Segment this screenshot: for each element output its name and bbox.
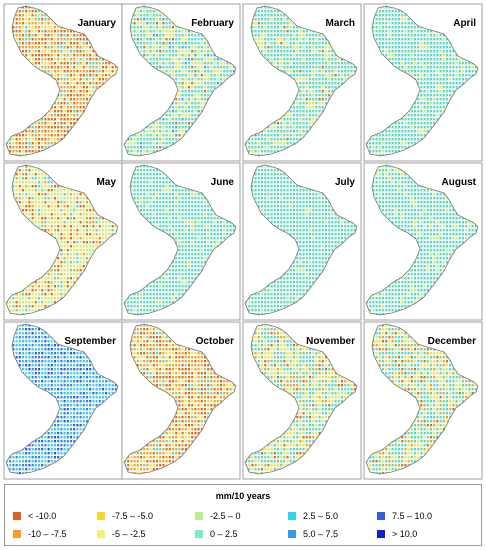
coastline: [5, 5, 119, 157]
map-panel-january: January: [3, 3, 123, 162]
legend-swatch: [195, 512, 203, 520]
coastline: [244, 164, 358, 316]
legend-label: -2.5 – 0: [210, 511, 241, 521]
panel-title: October: [196, 336, 234, 347]
legend-item: 2.5 – 5.0: [288, 511, 338, 521]
legend-item: < -10.0: [13, 511, 56, 521]
panel-title: May: [97, 177, 117, 188]
legend-item: 5.0 – 7.5: [288, 529, 338, 539]
legend-swatch: [13, 530, 21, 538]
map-panel-june: June: [121, 162, 241, 321]
legend-swatch: [97, 512, 105, 520]
legend-swatch: [377, 530, 385, 538]
legend-item: 0 – 2.5: [195, 529, 238, 539]
panel-title: July: [335, 177, 355, 188]
map-panel-july: July: [242, 162, 362, 321]
panel-title: January: [78, 18, 117, 29]
legend-swatch: [195, 530, 203, 538]
legend-label: -5 – -2.5: [112, 529, 146, 539]
legend-swatch: [97, 530, 105, 538]
coastline: [365, 5, 479, 157]
legend: mm/10 years < -10.0 -10 – -7.5 -7.5 – -5.0…: [4, 484, 482, 546]
map-panel-august: August: [363, 162, 483, 321]
panel-title: November: [306, 336, 355, 347]
panel-title: February: [191, 18, 234, 29]
coastline: [123, 323, 237, 475]
map-panel-april: April: [363, 3, 483, 162]
legend-item: 7.5 – 10.0: [377, 511, 432, 521]
map-panel-october: October: [121, 321, 241, 480]
legend-swatch: [377, 512, 385, 520]
coastline: [244, 323, 358, 475]
monthly-map-grid: January February March April May June July Augu…: [3, 3, 483, 480]
legend-label: 5.0 – 7.5: [303, 529, 339, 539]
coastline: [5, 323, 119, 475]
panel-title: December: [428, 336, 476, 347]
legend-label: 2.5 – 5.0: [303, 511, 339, 521]
legend-item: -10 – -7.5: [13, 529, 67, 539]
panel-title: March: [326, 18, 355, 29]
legend-item: -2.5 – 0: [195, 511, 241, 521]
coastline: [244, 5, 358, 157]
panel-title: September: [64, 336, 116, 347]
map-panel-may: May: [3, 162, 123, 321]
map-panel-september: September: [3, 321, 123, 480]
legend-item: -5 – -2.5: [97, 529, 146, 539]
legend-swatch: [13, 512, 21, 520]
legend-title: mm/10 years: [215, 491, 271, 501]
coastline: [5, 164, 119, 316]
map-panel-november: November: [242, 321, 362, 480]
coastline: [123, 164, 237, 316]
legend-item: -7.5 – -5.0: [97, 511, 153, 521]
legend-item: > 10.0: [377, 529, 417, 539]
map-panel-march: March: [242, 3, 362, 162]
panel-title: April: [453, 18, 476, 29]
legend-label: -7.5 – -5.0: [112, 511, 154, 521]
map-panel-february: February: [121, 3, 241, 162]
legend-swatch: [288, 512, 296, 520]
legend-label: 0 – 2.5: [210, 529, 238, 539]
legend-label: > 10.0: [392, 529, 418, 539]
panel-title: August: [442, 177, 477, 188]
coastline: [365, 323, 479, 475]
panel-title: June: [211, 177, 235, 188]
legend-label: 7.5 – 10.0: [392, 511, 433, 521]
map-panel-december: December: [363, 321, 483, 480]
coastline: [123, 5, 237, 157]
legend-label: -10 – -7.5: [28, 529, 67, 539]
coastline: [365, 164, 479, 316]
legend-label: < -10.0: [28, 511, 57, 521]
legend-swatch: [288, 530, 296, 538]
